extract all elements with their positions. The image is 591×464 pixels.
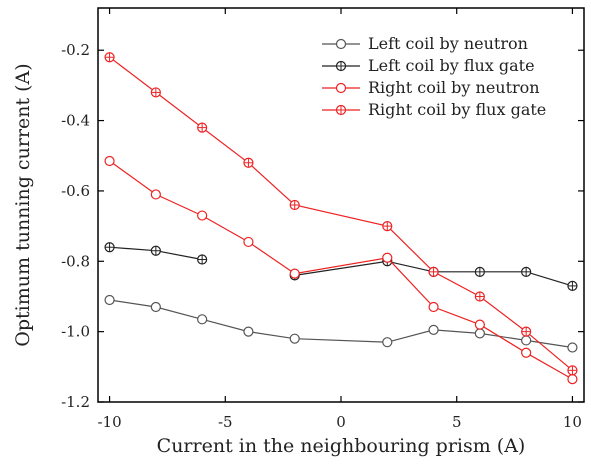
data-point [243, 326, 254, 337]
data-point [474, 319, 485, 330]
series-4 [104, 52, 578, 376]
legend-label: Left coil by neutron [368, 34, 528, 53]
data-point [382, 337, 393, 348]
legend-item: Left coil by flux gate [322, 56, 535, 75]
y-tick-label: -0.4 [61, 112, 90, 130]
x-tick-label: 5 [452, 413, 462, 431]
series-1 [104, 294, 578, 353]
y-tick-label: -1.0 [61, 323, 90, 341]
series-2 [104, 242, 578, 292]
data-point [243, 236, 254, 248]
legend-label: Right coil by flux gate [368, 100, 546, 119]
legend-item: Right coil by flux gate [322, 100, 546, 119]
ticks: -10 -5 0 5 10 -1.2 -1.0 -0.8 -0.6 -0.4 -0.2 [61, 8, 584, 431]
x-axis-title: Current in the neighbouring prism (A) [157, 435, 526, 457]
legend-label: Right coil by neutron [368, 78, 540, 97]
data-point [197, 314, 208, 325]
data-point [474, 328, 485, 339]
data-point [289, 268, 300, 279]
y-tick-label: -0.2 [61, 41, 90, 59]
series-line [109, 56, 573, 371]
legend-marker [335, 82, 347, 94]
data-point [289, 333, 300, 344]
x-tick-label: 10 [563, 413, 582, 431]
x-tick-label: -5 [218, 413, 233, 431]
y-axis-title: Optimum tunning current (A) [12, 63, 34, 346]
legend: Left coil by neutron Left coil by flux ga… [322, 34, 546, 119]
series-line [294, 260, 573, 287]
data-point [104, 155, 115, 167]
data-point [382, 252, 393, 263]
y-tick-label: -0.6 [61, 182, 90, 200]
x-tick-label: -10 [97, 413, 121, 431]
data-point [197, 210, 208, 221]
series-layer [104, 52, 578, 385]
series-line [109, 299, 573, 349]
y-tick-label: -1.2 [61, 393, 90, 411]
data-point [150, 301, 161, 313]
data-point [150, 189, 161, 200]
data-point [521, 347, 532, 358]
data-point [521, 335, 532, 346]
x-tick-label: 0 [336, 413, 346, 431]
legend-label: Left coil by flux gate [368, 56, 535, 75]
data-point [428, 324, 439, 335]
legend-item: Right coil by neutron [322, 78, 540, 97]
legend-marker [335, 38, 347, 50]
data-point [104, 294, 115, 306]
data-point [567, 374, 578, 385]
y-tick-label: -0.8 [61, 252, 90, 270]
legend-item: Left coil by neutron [322, 34, 528, 53]
data-point [567, 342, 578, 353]
series-3 [104, 155, 578, 385]
data-point [428, 301, 439, 313]
series-line [109, 160, 573, 380]
